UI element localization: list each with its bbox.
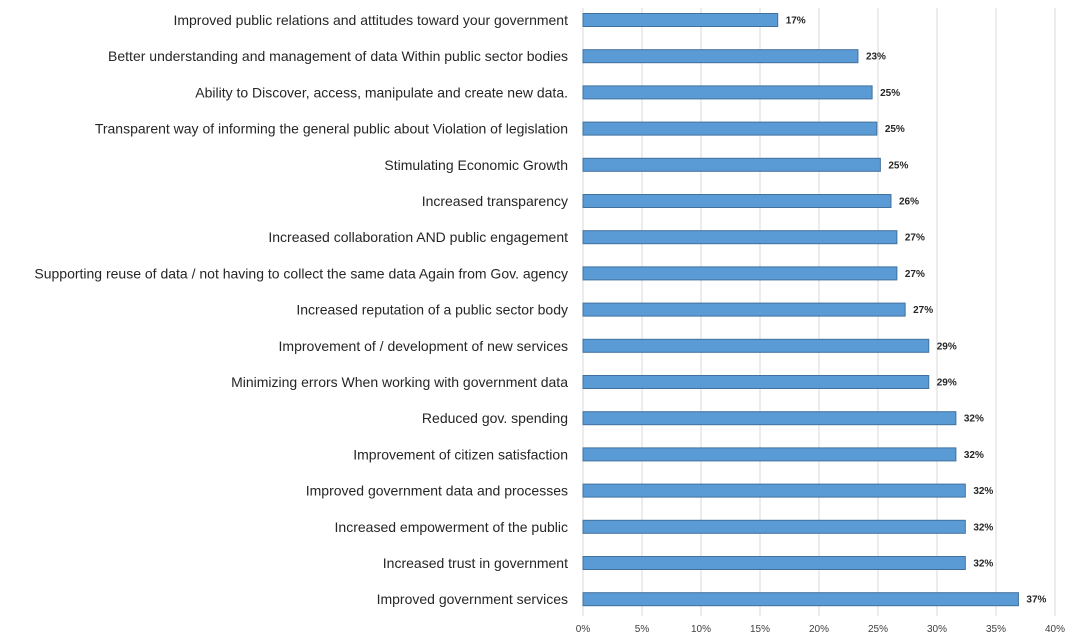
category-label: Reduced gov. spending bbox=[422, 410, 568, 426]
category-label: Improvement of citizen satisfaction bbox=[353, 446, 568, 462]
bar bbox=[582, 194, 892, 208]
category-label: Supporting reuse of data / not having to… bbox=[34, 265, 568, 281]
data-label: 26% bbox=[899, 197, 919, 208]
category-label: Better understanding and management of d… bbox=[108, 48, 568, 64]
category-label: Increased reputation of a public sector … bbox=[296, 302, 568, 318]
category-label: Increased empowerment of the public bbox=[335, 519, 568, 535]
x-axis-ticks: 0% 5% 10% 15% 20% 25% 30% 35% 40% bbox=[576, 624, 1065, 635]
bar bbox=[582, 411, 957, 426]
data-label: 23% bbox=[866, 52, 886, 63]
x-tick-label: 0% bbox=[576, 624, 591, 635]
category-label: Improvement of / development of new serv… bbox=[279, 338, 568, 354]
x-tick-label: 25% bbox=[868, 624, 888, 635]
bar bbox=[582, 302, 906, 317]
x-tick-label: 40% bbox=[1045, 624, 1065, 635]
x-tick-label: 10% bbox=[691, 624, 711, 635]
value-labels: 17% 23% 25% 25% 25% 26% 27% 27% 27% 29% 29% 32% 32% 3… bbox=[786, 16, 1047, 606]
bars bbox=[582, 13, 1019, 607]
data-label: 29% bbox=[937, 378, 957, 389]
bar bbox=[582, 483, 966, 498]
data-label: 32% bbox=[973, 522, 993, 533]
category-label: Improved government data and processes bbox=[306, 483, 568, 499]
bar bbox=[582, 375, 930, 389]
data-label: 37% bbox=[1026, 595, 1046, 606]
bar bbox=[582, 13, 779, 27]
bar bbox=[582, 49, 859, 64]
bar bbox=[582, 266, 898, 281]
bar bbox=[582, 556, 966, 570]
x-tick-label: 30% bbox=[927, 624, 947, 635]
category-label: Improved public relations and attitudes … bbox=[173, 12, 568, 28]
category-label: Improved government services bbox=[377, 591, 568, 607]
data-label: 17% bbox=[786, 16, 806, 27]
bar bbox=[582, 592, 1019, 607]
category-label: Transparent way of informing the general… bbox=[95, 121, 568, 137]
category-label: Increased collaboration AND public engag… bbox=[268, 229, 568, 245]
data-label: 27% bbox=[905, 233, 925, 244]
bar bbox=[582, 447, 957, 462]
data-label: 27% bbox=[905, 269, 925, 280]
bar bbox=[582, 338, 930, 353]
data-label: 32% bbox=[964, 450, 984, 461]
data-label: 32% bbox=[964, 414, 984, 425]
data-label: 27% bbox=[913, 305, 933, 316]
data-label: 25% bbox=[880, 88, 900, 99]
data-label: 32% bbox=[973, 486, 993, 497]
category-label: Increased trust in government bbox=[383, 555, 568, 571]
category-labels: Improved public relations and attitudes … bbox=[34, 12, 568, 607]
bar bbox=[582, 85, 873, 100]
bar bbox=[582, 230, 898, 245]
data-label: 25% bbox=[888, 160, 908, 171]
category-label: Increased transparency bbox=[422, 193, 568, 209]
bar bbox=[582, 519, 966, 534]
data-label: 29% bbox=[937, 341, 957, 352]
bar bbox=[582, 157, 881, 172]
x-tick-label: 35% bbox=[986, 624, 1006, 635]
category-label: Stimulating Economic Growth bbox=[384, 157, 568, 173]
category-label: Minimizing errors When working with gove… bbox=[231, 374, 568, 390]
x-tick-label: 15% bbox=[750, 624, 770, 635]
x-tick-label: 5% bbox=[635, 624, 650, 635]
data-label: 25% bbox=[885, 124, 905, 135]
bar bbox=[582, 121, 878, 136]
category-label: Ability to Discover, access, manipulate … bbox=[195, 84, 568, 100]
x-tick-label: 20% bbox=[809, 624, 829, 635]
data-label: 32% bbox=[973, 559, 993, 570]
